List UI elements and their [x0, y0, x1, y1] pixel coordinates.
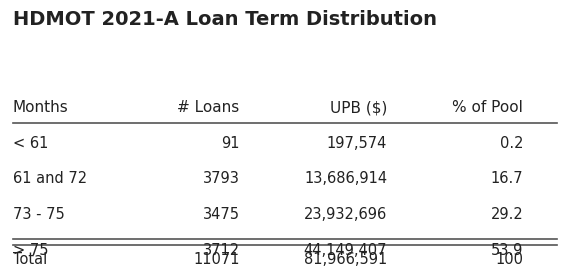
- Text: 0.2: 0.2: [500, 136, 523, 151]
- Text: 13,686,914: 13,686,914: [304, 171, 387, 186]
- Text: Total: Total: [13, 252, 47, 267]
- Text: # Loans: # Loans: [177, 100, 239, 115]
- Text: 3793: 3793: [203, 171, 239, 186]
- Text: 3712: 3712: [202, 243, 239, 258]
- Text: 81,966,591: 81,966,591: [304, 252, 387, 267]
- Text: HDMOT 2021-A Loan Term Distribution: HDMOT 2021-A Loan Term Distribution: [13, 10, 437, 29]
- Text: 61 and 72: 61 and 72: [13, 171, 87, 186]
- Text: % of Pool: % of Pool: [453, 100, 523, 115]
- Text: UPB ($): UPB ($): [329, 100, 387, 115]
- Text: 53.9: 53.9: [491, 243, 523, 258]
- Text: 91: 91: [221, 136, 239, 151]
- Text: 11071: 11071: [193, 252, 239, 267]
- Text: 23,932,696: 23,932,696: [304, 207, 387, 222]
- Text: 100: 100: [495, 252, 523, 267]
- Text: 29.2: 29.2: [490, 207, 523, 222]
- Text: 3475: 3475: [202, 207, 239, 222]
- Text: > 75: > 75: [13, 243, 48, 258]
- Text: Months: Months: [13, 100, 68, 115]
- Text: < 61: < 61: [13, 136, 48, 151]
- Text: 73 - 75: 73 - 75: [13, 207, 64, 222]
- Text: 197,574: 197,574: [327, 136, 387, 151]
- Text: 16.7: 16.7: [491, 171, 523, 186]
- Text: 44,149,407: 44,149,407: [304, 243, 387, 258]
